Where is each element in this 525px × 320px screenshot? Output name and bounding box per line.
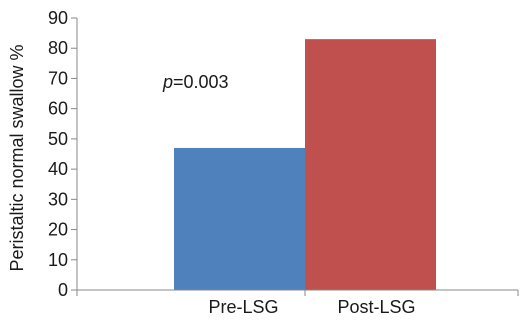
y-tick-label: 30 [48, 189, 68, 209]
y-tick-label: 0 [58, 280, 68, 300]
x-tick-label: Pre-LSG [208, 297, 278, 317]
y-tick-label: 80 [48, 38, 68, 58]
bar-post-lsg [305, 39, 436, 291]
y-tick-label: 90 [48, 8, 68, 28]
bars [174, 39, 436, 291]
x-axis: Pre-LSG Post-LSG [76, 289, 519, 317]
bar-pre-lsg [174, 147, 305, 290]
y-tick-label: 60 [48, 99, 68, 119]
y-tick-label: 50 [48, 129, 68, 149]
y-axis-title: Peristaltic normal swallow % [7, 44, 27, 271]
y-tick-label: 70 [48, 68, 68, 88]
y-tick-label: 20 [48, 220, 68, 240]
x-tick-label: Post-LSG [337, 297, 415, 317]
y-axis: 0 10 20 30 40 50 60 70 80 90 [48, 8, 78, 300]
p-value-symbol: p [162, 72, 173, 92]
y-tick-label: 10 [48, 250, 68, 270]
y-tick-label: 40 [48, 159, 68, 179]
p-value-annotation: p=0.003 [162, 72, 229, 92]
p-value-text: =0.003 [173, 72, 229, 92]
